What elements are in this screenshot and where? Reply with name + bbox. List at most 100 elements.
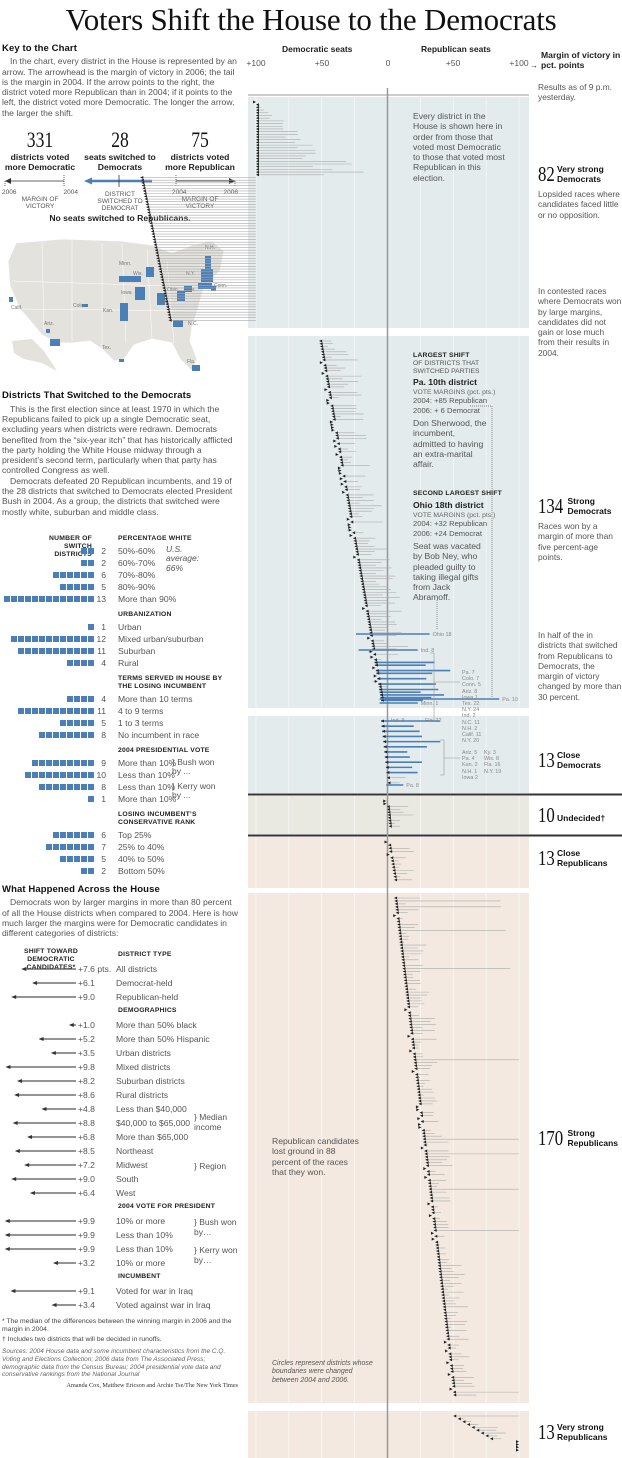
shift-bar xyxy=(2,1175,76,1183)
count-square xyxy=(46,783,52,790)
shift-table: SHIFT TOWARD DEMOCRATIC CANDIDATES* DIST… xyxy=(2,948,238,1312)
count-square xyxy=(67,571,73,578)
district-arrowhead xyxy=(409,1049,413,1053)
district-arrowhead xyxy=(151,232,155,236)
district-arrowhead xyxy=(256,159,259,163)
count-square xyxy=(60,759,66,766)
district-arrowhead xyxy=(353,539,357,543)
count-label: 50%-60% xyxy=(118,545,156,556)
district-arrowhead xyxy=(349,534,353,538)
district-arrowhead xyxy=(471,1425,475,1429)
group-title: DEMOGRAPHICS xyxy=(118,1007,177,1015)
shift-arrow xyxy=(12,1121,76,1126)
shift-label: South xyxy=(116,1174,139,1185)
category-count: 170 xyxy=(538,1126,564,1150)
district-arrowhead xyxy=(348,512,352,516)
count-square xyxy=(25,771,31,778)
district-arrowhead xyxy=(385,765,389,769)
shift-row: +8.8 $40,000 to $65,000 xyxy=(2,1116,238,1130)
count-square xyxy=(88,759,94,766)
shift-value: +8.6 xyxy=(78,1090,95,1101)
district-arrowhead xyxy=(350,520,354,524)
district-label: Fla. 22 xyxy=(425,718,441,724)
shift-arrow xyxy=(24,1163,76,1168)
shift-arrow xyxy=(4,1219,76,1224)
shift-row: +3.4 Voted against war in Iraq xyxy=(2,1298,238,1312)
shift-arrow xyxy=(4,1247,76,1252)
district-arrowhead xyxy=(146,205,150,209)
district-arrowhead xyxy=(145,202,149,206)
category-very-strong-republicans: 13 Very strong Republicans xyxy=(538,1420,619,1445)
category-undecided: 10 Undecided† xyxy=(538,803,605,828)
district-arrowhead xyxy=(153,240,157,244)
count-label: 40% to 50% xyxy=(118,853,165,864)
district-arrowhead xyxy=(353,536,357,540)
count-row: 2 60%-70% xyxy=(2,557,238,569)
shift-arrow xyxy=(41,1107,76,1112)
key-caption: DISTRICT SWITCHED TO DEMOCRAT xyxy=(97,191,143,213)
shift-value: +6.8 xyxy=(78,1132,95,1143)
year-right: 2004 xyxy=(63,189,78,197)
count-bar xyxy=(2,759,94,766)
district-arrowhead xyxy=(149,224,153,228)
district-arrowhead xyxy=(401,955,405,959)
switched-heading: Districts That Switched to the Democrats xyxy=(2,390,192,402)
district-arrowhead xyxy=(367,636,371,640)
district-arrowhead xyxy=(450,1367,454,1371)
count-square xyxy=(88,635,94,642)
house-text: Democrats won by larger margins in more … xyxy=(2,897,238,939)
district-arrowhead xyxy=(405,993,409,997)
district-arrowhead xyxy=(347,504,351,508)
district-arrowhead xyxy=(443,1311,447,1315)
count-square xyxy=(60,783,66,790)
count-bar xyxy=(2,855,94,862)
district-arrowhead xyxy=(435,1243,439,1247)
shift-bar xyxy=(2,1035,76,1043)
count-square xyxy=(39,635,45,642)
district-arrowhead xyxy=(379,693,383,697)
count-square xyxy=(88,795,94,802)
count-square xyxy=(88,583,94,590)
district-arrowhead xyxy=(361,585,365,589)
count-bar xyxy=(2,831,94,838)
shift-bar xyxy=(2,979,76,987)
shift-bar xyxy=(2,1231,76,1239)
district-arrowhead xyxy=(365,609,369,613)
count-square xyxy=(39,759,45,766)
shift-value: +9.9 xyxy=(78,1230,95,1241)
district-arrowhead xyxy=(419,1111,423,1115)
district-arrowhead xyxy=(256,119,259,123)
bracket-label: } Bush won by… xyxy=(194,1217,237,1237)
district-arrowhead xyxy=(405,996,409,1000)
key-label: districts voted more Republican xyxy=(165,152,235,173)
count-square xyxy=(60,843,66,850)
district-arrowhead xyxy=(433,1228,437,1232)
shift-label: 10% or more xyxy=(116,1216,166,1227)
district-arrowhead xyxy=(444,1317,448,1321)
shift-arrow xyxy=(14,1149,76,1154)
district-arrowhead xyxy=(348,528,352,532)
shift-row: +4.8 Less than $40,000 xyxy=(2,1102,238,1116)
count-value: 12 xyxy=(96,633,106,644)
district-arrowhead xyxy=(399,940,403,944)
district-arrowhead xyxy=(372,666,376,670)
count-square xyxy=(60,831,66,838)
count-label: 4 to 9 terms xyxy=(118,705,164,716)
count-square xyxy=(81,695,87,702)
district-arrowhead xyxy=(164,297,168,301)
district-arrowhead xyxy=(404,1008,408,1012)
district-arrowhead xyxy=(364,601,368,605)
second-largest-annotation: SECOND LARGEST SHIFT Ohio 18th district … xyxy=(413,490,508,603)
district-arrowhead xyxy=(388,843,392,847)
district-arrowhead xyxy=(162,289,166,293)
count-square xyxy=(88,547,94,554)
district-arrowhead xyxy=(430,1231,434,1235)
district-arrowhead xyxy=(168,318,172,322)
shift-label: More than $65,000 xyxy=(116,1132,189,1143)
district-arrowhead xyxy=(144,194,148,198)
shift-row: +9.8 Mixed districts xyxy=(2,1060,238,1074)
district-arrowhead xyxy=(364,604,368,608)
district-arrowhead xyxy=(332,417,336,421)
district-arrowhead xyxy=(256,124,259,128)
district-arrowhead xyxy=(407,1034,411,1038)
